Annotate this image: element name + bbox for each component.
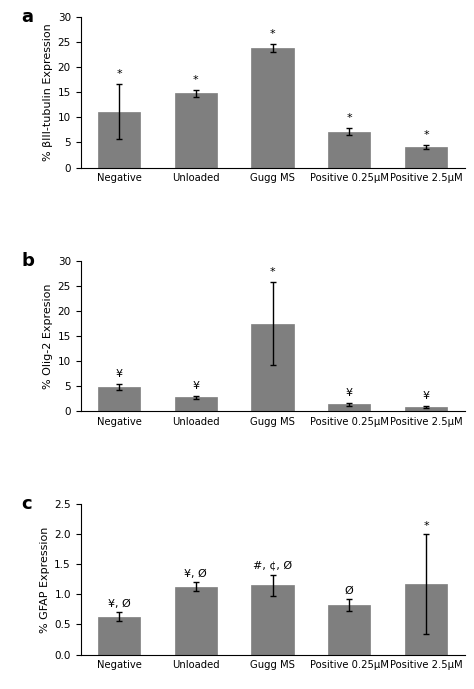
Bar [98, 617, 140, 655]
Bar [175, 397, 217, 411]
Text: ¥: ¥ [192, 380, 200, 391]
Text: *: * [423, 522, 429, 531]
Bar [175, 586, 217, 655]
Bar [98, 387, 140, 411]
Bar [405, 584, 447, 655]
Text: ¥: ¥ [346, 387, 353, 398]
Text: #, ¢, Ø: #, ¢, Ø [253, 562, 292, 572]
Text: a: a [21, 8, 33, 26]
Text: *: * [270, 29, 275, 39]
Text: Ø: Ø [345, 586, 354, 595]
Bar [251, 48, 294, 167]
Bar [328, 605, 370, 655]
Y-axis label: % Olig-2 Expresion: % Olig-2 Expresion [44, 283, 54, 389]
Text: ¥: ¥ [116, 369, 123, 379]
Text: ¥: ¥ [422, 391, 429, 401]
Bar [251, 586, 294, 655]
Y-axis label: % GFAP Expression: % GFAP Expression [40, 526, 50, 633]
Text: b: b [21, 251, 34, 269]
Bar [405, 147, 447, 167]
Text: c: c [21, 495, 32, 513]
Text: *: * [270, 267, 275, 277]
Text: ¥, Ø: ¥, Ø [184, 569, 207, 579]
Bar [405, 407, 447, 411]
Bar [175, 94, 217, 167]
Text: ¥, Ø: ¥, Ø [108, 599, 130, 609]
Text: *: * [346, 114, 352, 123]
Y-axis label: % βIII-tubulin Expression: % βIII-tubulin Expression [44, 23, 54, 161]
Bar [98, 112, 140, 167]
Text: *: * [423, 130, 429, 140]
Text: *: * [116, 70, 122, 79]
Bar [328, 404, 370, 411]
Bar [251, 324, 294, 411]
Bar [328, 132, 370, 167]
Text: *: * [193, 75, 199, 85]
